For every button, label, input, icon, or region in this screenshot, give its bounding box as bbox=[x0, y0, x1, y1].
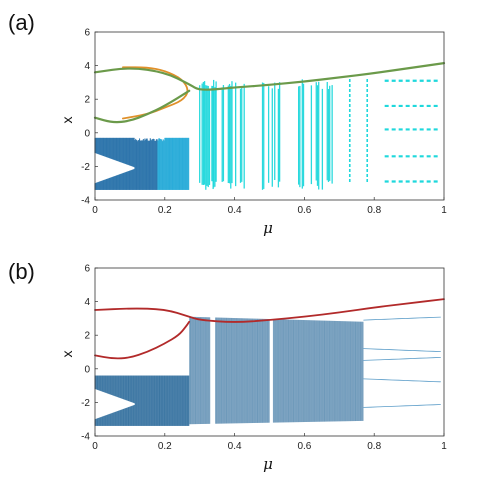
periodic-tail bbox=[363, 316, 441, 321]
orange-loop bbox=[122, 66, 189, 120]
x-tick-label: 0.4 bbox=[228, 205, 242, 216]
y-axis-label-b: x bbox=[59, 351, 75, 358]
panel-label-a: (a) bbox=[8, 10, 35, 35]
periodic-tail bbox=[363, 356, 441, 361]
x-tick-label: 0 bbox=[92, 205, 98, 216]
y-tick-label: 0 bbox=[84, 128, 90, 139]
x-tick-label: 0.6 bbox=[297, 205, 311, 216]
y-tick-label: 2 bbox=[84, 95, 90, 106]
ticks-b: 0 0.2 0.4 0.6 0.8 1 -4 -2 0 2 4 6 bbox=[81, 264, 447, 453]
periodic-tail bbox=[363, 404, 441, 408]
x-tick-label: 0.2 bbox=[158, 205, 172, 216]
y-tick-label: 0 bbox=[84, 364, 90, 375]
x-tick-label: 1 bbox=[441, 441, 447, 452]
y-tick-label: -2 bbox=[81, 162, 90, 173]
upper-branch bbox=[93, 62, 446, 91]
lower-branch bbox=[93, 89, 191, 124]
plot-area-a bbox=[93, 62, 446, 190]
y-tick-label: -4 bbox=[81, 196, 90, 207]
y-tick-label: -4 bbox=[81, 432, 90, 443]
x-tick-label: 1 bbox=[441, 205, 447, 216]
x-tick-label: 0 bbox=[92, 441, 98, 452]
ticks-a: 0 0.2 0.4 0.6 0.8 1 -4 -2 0 2 4 6 bbox=[81, 28, 447, 217]
y-tick-label: 6 bbox=[84, 28, 90, 39]
y-tick-label: 4 bbox=[84, 297, 90, 308]
x-tick-label: 0.4 bbox=[228, 441, 242, 452]
plot-area-b bbox=[94, 298, 445, 426]
unstable-orbit bbox=[94, 298, 445, 323]
x-tick-label: 0.8 bbox=[367, 441, 381, 452]
unstable-loop bbox=[94, 320, 191, 360]
y-tick-label: 4 bbox=[84, 61, 90, 72]
x-axis-label-a: μ bbox=[263, 219, 273, 237]
y-tick-label: -2 bbox=[81, 398, 90, 409]
y-tick-label: 6 bbox=[84, 264, 90, 275]
x-tick-label: 0.6 bbox=[297, 441, 311, 452]
y-tick-label: 2 bbox=[84, 331, 90, 342]
x-tick-label: 0.8 bbox=[367, 205, 381, 216]
y-axis-label-a: x bbox=[59, 117, 75, 124]
panel-b: (b) 0 0.2 0.4 0.6 0.8 1 -4 -2 0 2 4 6 x μ bbox=[8, 259, 447, 473]
panel-label-b: (b) bbox=[8, 259, 35, 284]
plot-frame-a bbox=[94, 31, 445, 201]
x-axis-label-b: μ bbox=[263, 455, 273, 473]
panel-a: (a) 0 0.2 0.4 0.6 0.8 1 -4 -2 0 2 4 6 x μ bbox=[8, 10, 447, 237]
plot-frame-b bbox=[94, 267, 445, 437]
periodic-tail bbox=[363, 378, 441, 383]
x-tick-label: 0.2 bbox=[158, 441, 172, 452]
periodic-tail bbox=[363, 348, 441, 353]
